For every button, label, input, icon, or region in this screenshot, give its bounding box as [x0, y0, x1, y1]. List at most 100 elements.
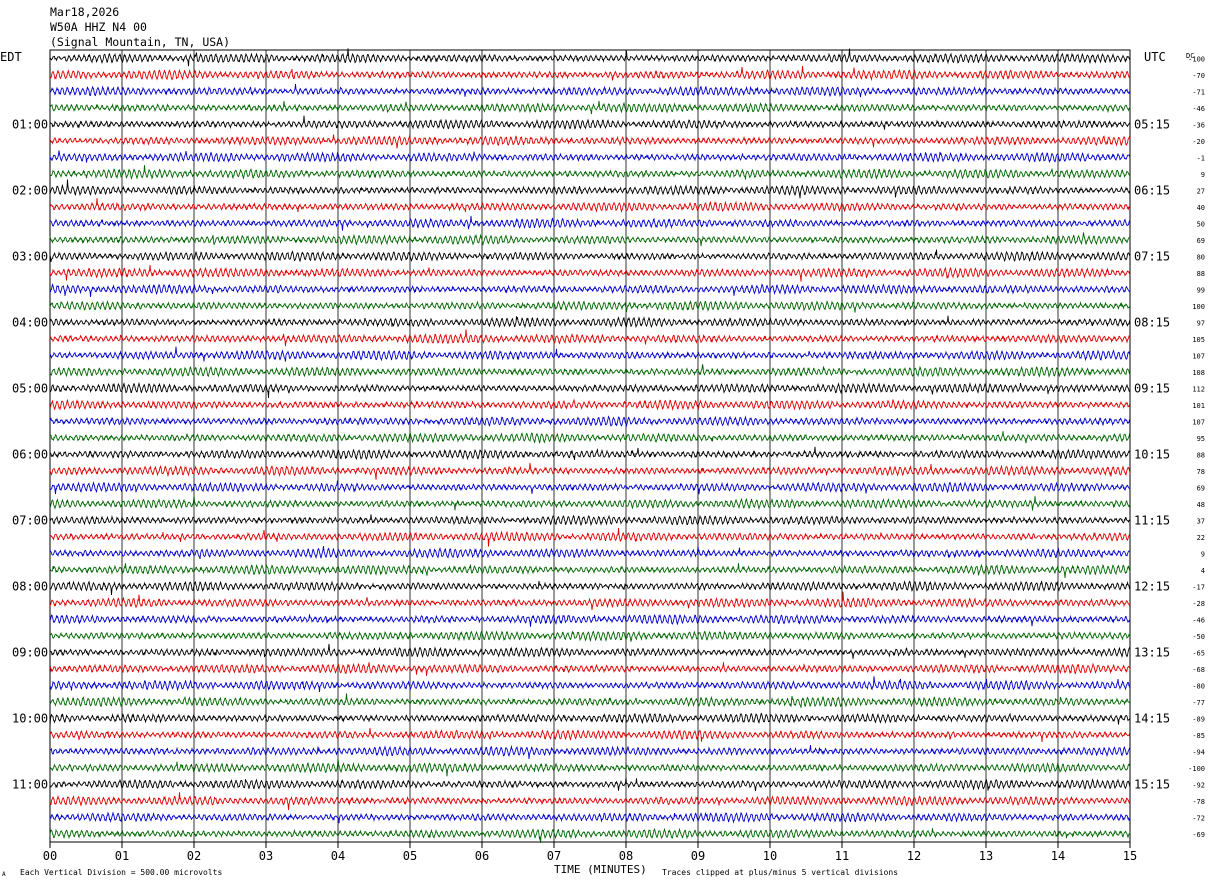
seismic-trace: [49, 381, 1131, 399]
seismic-trace: [49, 165, 1131, 180]
seismic-trace: [49, 84, 1131, 98]
dc-offset-label: 95: [1197, 435, 1205, 443]
seismic-trace: [49, 150, 1131, 164]
dc-offset-label: 88: [1197, 270, 1205, 278]
dc-offset-label: 27: [1197, 187, 1205, 195]
seismic-trace: [50, 480, 1131, 495]
edt-hour-label: 09:00: [12, 645, 48, 659]
dc-offset-label: 100: [1192, 303, 1205, 311]
seismic-trace: [49, 315, 1131, 329]
dc-offset-label: -20: [1192, 138, 1205, 146]
seismic-trace: [49, 463, 1131, 480]
dc-offset-label: -92: [1192, 781, 1205, 789]
x-tick-label: 11: [835, 849, 849, 863]
station-code: W50A HHZ N4 00: [50, 20, 147, 34]
seismic-trace: [49, 728, 1131, 743]
seismic-trace: [49, 398, 1131, 411]
dc-offset-label: 4: [1201, 567, 1205, 575]
dc-offset-label: -72: [1192, 814, 1205, 822]
seismic-trace: [49, 134, 1131, 149]
seismic-trace: [49, 66, 1131, 82]
utc-hour-label: 10:15: [1134, 447, 1170, 461]
seismic-trace: [49, 758, 1131, 777]
edt-axis-label: EDT: [0, 50, 22, 64]
dc-offset-label: 78: [1197, 468, 1205, 476]
seismic-trace: [49, 215, 1131, 231]
edt-hour-label: 02:00: [12, 183, 48, 197]
seismic-trace: [49, 643, 1131, 659]
seismic-trace: [49, 545, 1130, 560]
dc-offset-label: -46: [1192, 105, 1205, 113]
dc-offset-label: 69: [1197, 484, 1205, 492]
utc-hour-label: 11:15: [1134, 513, 1170, 527]
dc-offset-label: 101: [1192, 402, 1205, 410]
corner-mark: A: [2, 871, 6, 878]
clip-note: Traces clipped at plus/minus 5 vertical …: [662, 868, 899, 877]
utc-hour-label: 14:15: [1134, 711, 1170, 725]
x-tick-label: 15: [1123, 849, 1137, 863]
utc-hour-label: 08:15: [1134, 315, 1170, 329]
x-tick-label: 06: [475, 849, 489, 863]
dc-offset-label: -50: [1192, 633, 1205, 641]
seismic-trace: [49, 249, 1131, 263]
dc-offset-label: 108: [1192, 369, 1205, 377]
seismic-trace: [49, 329, 1131, 347]
seismic-trace: [49, 415, 1131, 428]
dc-offset-label: 69: [1197, 237, 1205, 245]
dc-offset-label: 22: [1197, 534, 1205, 542]
scale-note: Each Vertical Division = 500.00 microvol…: [20, 868, 223, 877]
dc-offset-label: 48: [1197, 501, 1205, 509]
dc-offset-label: 99: [1197, 286, 1205, 294]
x-tick-label: 13: [979, 849, 993, 863]
utc-hour-label: 05:15: [1134, 117, 1170, 131]
dc-offset-label: -77: [1192, 699, 1205, 707]
dc-offset-label: -85: [1192, 732, 1205, 740]
utc-hour-label: 06:15: [1134, 183, 1170, 197]
seismic-trace: [50, 528, 1131, 547]
dc-offset-label: 9: [1201, 171, 1205, 179]
seismic-trace: [49, 563, 1131, 578]
edt-hour-label: 07:00: [12, 513, 48, 527]
utc-hour-label: 15:15: [1134, 777, 1170, 791]
utc-hour-label: 07:15: [1134, 249, 1170, 263]
edt-hour-label: 10:00: [12, 711, 48, 725]
seismic-trace: [49, 693, 1131, 708]
x-tick-label: 10: [763, 849, 777, 863]
seismic-trace: [49, 712, 1131, 727]
seismic-trace: [49, 777, 1131, 791]
x-axis-title: TIME (MINUTES): [554, 863, 647, 876]
dc-offset-label: 107: [1192, 418, 1205, 426]
seismic-trace: [49, 827, 1131, 844]
seismic-trace: [49, 446, 1131, 461]
dc-offset-label: -28: [1192, 600, 1205, 608]
x-tick-label: 00: [43, 849, 57, 863]
dc-offset-label: 88: [1197, 451, 1205, 459]
edt-hour-label: 01:00: [12, 117, 48, 131]
seismic-trace: [49, 100, 1131, 115]
seismic-trace: [49, 300, 1131, 313]
edt-hour-label: 08:00: [12, 579, 48, 593]
seismic-trace: [49, 495, 1131, 511]
dc-offset-label: -17: [1192, 583, 1205, 591]
x-tick-label: 01: [115, 849, 129, 863]
utc-axis-label: UTC: [1144, 50, 1166, 64]
seismic-trace: [49, 115, 1131, 130]
seismic-trace: [49, 179, 1131, 199]
dc-offset-label: -36: [1192, 121, 1205, 129]
utc-hour-label: 09:15: [1134, 381, 1170, 395]
dc-offset-label: 9: [1201, 550, 1205, 558]
dc-offset-label: -78: [1192, 798, 1205, 806]
seismic-trace: [49, 792, 1131, 810]
dc-offset-label: -69: [1192, 831, 1205, 839]
utc-hour-label: 13:15: [1134, 645, 1170, 659]
dc-offset-label: -94: [1192, 748, 1205, 756]
edt-hour-label: 04:00: [12, 315, 48, 329]
dc-label: DC: [1186, 52, 1194, 60]
x-tick-label: 08: [619, 849, 633, 863]
plot-date: Mar18,2026: [50, 5, 120, 19]
dc-offset-label: -65: [1192, 649, 1205, 657]
edt-hour-label: 03:00: [12, 249, 48, 263]
dc-offset-label: -100: [1188, 765, 1205, 773]
station-location: (Signal Mountain, TN, USA): [50, 35, 231, 49]
x-tick-label: 03: [259, 849, 273, 863]
